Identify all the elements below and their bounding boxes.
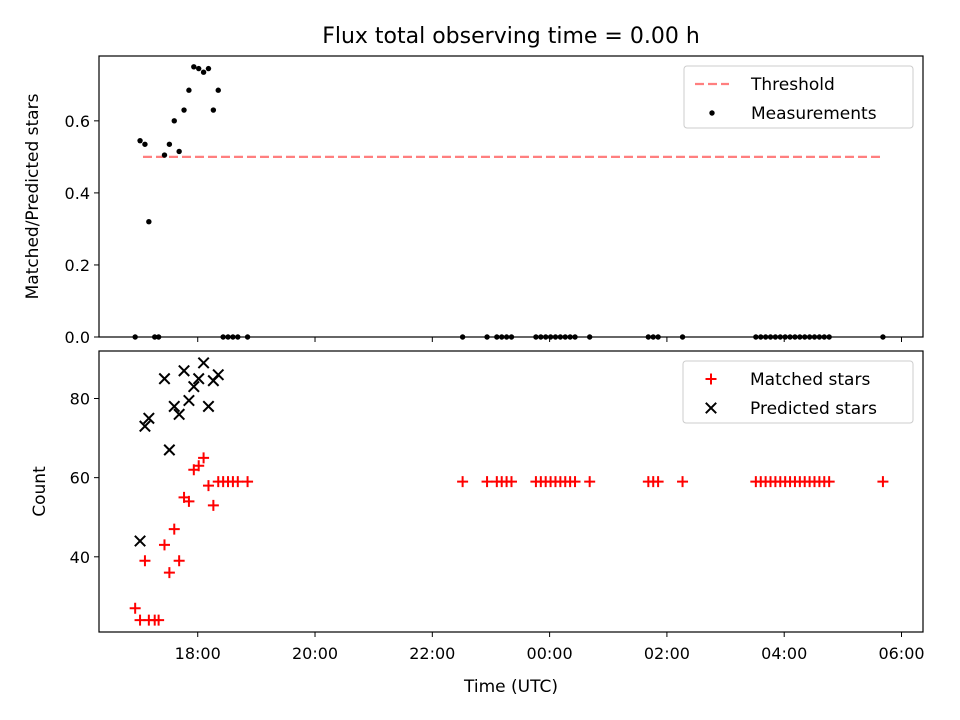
data-point xyxy=(652,476,664,488)
data-point xyxy=(210,107,217,113)
data-point xyxy=(163,444,176,456)
data-point xyxy=(158,539,170,551)
data-point xyxy=(153,614,165,626)
legend-box xyxy=(683,65,914,129)
y-tick-label: 0.4 xyxy=(65,184,90,203)
data-point xyxy=(129,602,141,614)
data-point xyxy=(212,368,225,381)
data-point xyxy=(457,476,469,488)
y-tick-label: 40 xyxy=(70,548,90,567)
data-point xyxy=(137,137,143,144)
legend: Matched stars Predicted stars xyxy=(682,360,914,424)
data-point xyxy=(176,148,182,155)
data-point xyxy=(877,476,889,488)
y-axis-label: Matched/Predicted stars xyxy=(23,93,43,299)
data-point xyxy=(146,219,152,225)
legend-label: Matched stars xyxy=(750,370,870,390)
x-tick-label: 04:00 xyxy=(761,644,807,663)
data-point xyxy=(139,555,151,567)
top-panel-ratio: 0.0 0.2 0.4 0.6 Matched/Predicted stars Thres… xyxy=(23,55,924,347)
data-point xyxy=(202,480,214,492)
data-point xyxy=(173,555,185,567)
legend: Threshold Measurements xyxy=(683,65,914,129)
data-point xyxy=(207,499,219,511)
data-point xyxy=(215,87,221,93)
x-tick-label: 22:00 xyxy=(409,644,455,663)
data-point xyxy=(584,476,596,488)
data-point xyxy=(178,364,190,377)
data-point xyxy=(163,567,175,579)
data-point xyxy=(192,372,205,385)
y-tick-label: 0.0 xyxy=(65,328,90,347)
data-point xyxy=(187,380,200,393)
data-point xyxy=(161,152,168,158)
data-point xyxy=(196,65,202,72)
data-point xyxy=(202,400,215,413)
data-point xyxy=(242,476,254,488)
x-tick-label: 20:00 xyxy=(292,644,338,663)
x-tick-label: 00:00 xyxy=(527,644,573,663)
y-tick-label: 80 xyxy=(70,389,90,408)
data-point xyxy=(205,65,212,72)
y-tick-label: 0.6 xyxy=(65,112,90,131)
x-tick-label: 18:00 xyxy=(175,644,221,663)
data-point xyxy=(134,535,146,547)
data-point xyxy=(173,408,186,421)
data-point xyxy=(198,452,210,464)
data-point xyxy=(166,141,173,147)
data-point xyxy=(168,400,181,413)
data-point xyxy=(183,394,195,407)
data-point xyxy=(171,118,177,124)
legend-label: Threshold xyxy=(750,75,835,95)
data-point xyxy=(481,476,493,488)
axes-frame xyxy=(98,350,924,633)
data-point xyxy=(142,141,148,147)
x-tick-label: 02:00 xyxy=(644,644,690,663)
y-axis-label: Count xyxy=(30,466,50,517)
data-point xyxy=(191,64,197,70)
chart-title: Flux total observing time = 0.00 h xyxy=(322,24,700,49)
data-point xyxy=(569,476,581,488)
y-tick-label: 0.2 xyxy=(65,256,90,275)
data-point xyxy=(505,476,517,488)
axes-frame xyxy=(98,55,924,338)
data-point xyxy=(232,476,244,488)
x-axis-label: Time (UTC) xyxy=(463,677,558,697)
data-point xyxy=(139,420,151,433)
data-point xyxy=(158,372,171,385)
data-point xyxy=(193,460,205,472)
data-point xyxy=(197,356,210,369)
data-point xyxy=(142,412,155,425)
data-point xyxy=(823,476,835,488)
legend-box xyxy=(682,360,914,424)
legend-swatch xyxy=(705,373,717,385)
x-tick-label: 06:00 xyxy=(878,644,924,663)
data-point xyxy=(186,87,192,93)
data-point xyxy=(181,107,187,113)
legend-label: Predicted stars xyxy=(750,399,877,419)
data-point xyxy=(677,476,689,488)
legend-label: Measurements xyxy=(751,104,877,124)
data-point xyxy=(183,495,195,507)
data-point xyxy=(200,69,207,75)
legend-swatch xyxy=(709,110,715,116)
legend-swatch xyxy=(705,402,717,414)
y-tick-label: 60 xyxy=(70,469,90,488)
bottom-panel-count: 18:00 20:00 22:00 00:00 02:00 04:00 06:00 40 60 8… xyxy=(30,350,925,663)
data-point xyxy=(168,523,180,535)
